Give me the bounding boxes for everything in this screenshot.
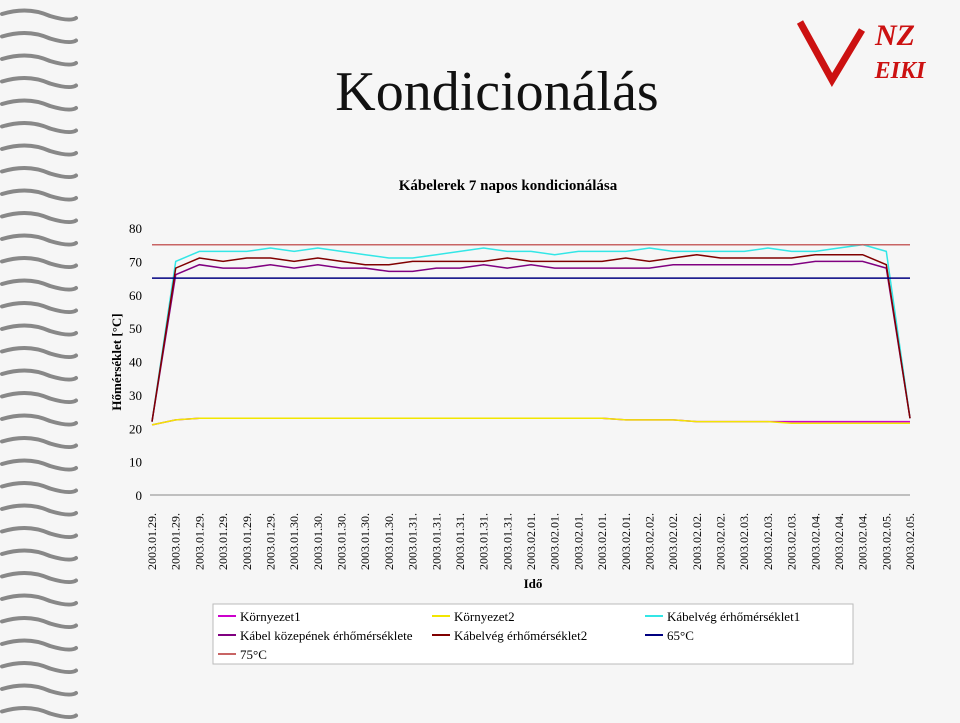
binding-ring	[0, 121, 78, 135]
x-tick-label: 2003.02.01.	[524, 513, 538, 570]
binding-ring	[0, 143, 78, 157]
x-tick-label: 2003.02.05.	[903, 513, 917, 570]
y-tick-label: 20	[129, 421, 142, 436]
x-tick-label: 2003.02.02.	[690, 513, 704, 570]
binding-ring	[0, 188, 78, 202]
y-tick-label: 30	[129, 388, 142, 403]
x-tick-label: 2003.02.01.	[548, 513, 562, 570]
chart-title: Kábelerek 7 napos kondicionálása	[399, 178, 618, 194]
binding-ring	[0, 391, 78, 405]
binding-ring	[0, 458, 78, 472]
x-tick-label: 2003.02.02.	[666, 513, 680, 570]
series-line	[151, 243, 911, 422]
binding-ring	[0, 616, 78, 630]
x-tick-label: 2003.01.31.	[406, 513, 420, 570]
x-tick-label: 2003.02.03.	[737, 513, 751, 570]
logo-bottom: EIKI	[874, 58, 927, 84]
x-tick-label: 2003.01.31.	[453, 513, 467, 570]
series-line	[151, 417, 910, 426]
x-tick-label: 2003.01.30.	[382, 513, 396, 570]
x-tick-label: 2003.01.30.	[358, 513, 372, 570]
binding-ring	[0, 8, 78, 22]
binding-ring	[0, 346, 78, 360]
binding-ring	[0, 548, 78, 562]
x-tick-label: 2003.02.04.	[832, 513, 846, 570]
legend-label: Környezet2	[454, 609, 515, 624]
x-tick-label: 2003.02.04.	[808, 513, 822, 570]
x-tick-label: 2003.02.01.	[619, 513, 633, 570]
legend-label: Kábelvég érhőmérséklet1	[667, 609, 800, 624]
legend-label: Kábelvég érhőmérséklet2	[454, 628, 587, 643]
x-tick-label: 2003.01.31.	[477, 513, 491, 570]
legend-label: 75°C	[240, 647, 267, 662]
x-axis-label: Idő	[524, 576, 543, 591]
binding-ring	[0, 413, 78, 427]
logo-v	[796, 20, 866, 88]
binding-ring	[0, 278, 78, 292]
x-tick-label: 2003.02.05.	[879, 513, 893, 570]
x-tick-label: 2003.01.31.	[500, 513, 514, 570]
y-tick-label: 40	[129, 355, 142, 370]
binding-ring	[0, 53, 78, 67]
x-tick-label: 2003.01.29.	[145, 513, 159, 570]
x-tick-label: 2003.01.29.	[240, 513, 254, 570]
y-tick-label: 10	[129, 455, 142, 470]
x-tick-label: 2003.01.30.	[287, 513, 301, 570]
slide-title: Kondicionálás	[335, 61, 658, 123]
binding-ring	[0, 526, 78, 540]
legend-label: Környezet1	[240, 609, 301, 624]
logo-top: NZ	[874, 19, 915, 52]
series-line	[151, 260, 911, 422]
x-tick-label: 2003.01.30.	[311, 513, 325, 570]
binding-ring	[0, 706, 78, 720]
binding-ring	[0, 683, 78, 697]
x-tick-label: 2003.02.01.	[595, 513, 609, 570]
binding-ring	[0, 301, 78, 315]
binding-ring	[0, 98, 78, 112]
legend-label: Kábel közepének érhőmérséklete	[240, 628, 413, 643]
x-tick-label: 2003.02.02.	[642, 513, 656, 570]
binding-ring	[0, 436, 78, 450]
binding-ring	[0, 256, 78, 270]
y-axis-label: Hőmérséklet [°C]	[109, 313, 124, 410]
y-tick-label: 0	[136, 488, 143, 503]
x-tick-label: 2003.02.03.	[761, 513, 775, 570]
x-tick-label: 2003.02.02.	[714, 513, 728, 570]
binding	[0, 8, 78, 720]
x-tick-label: 2003.01.29.	[263, 513, 277, 570]
x-tick-label: 2003.01.29.	[216, 513, 230, 570]
binding-ring	[0, 481, 78, 495]
binding-ring	[0, 368, 78, 382]
binding-ring	[0, 661, 78, 675]
binding-ring	[0, 211, 78, 225]
legend-label: 65°C	[667, 628, 694, 643]
x-tick-label: 2003.01.31.	[429, 513, 443, 570]
x-tick-label: 2003.01.29.	[169, 513, 183, 570]
binding-ring	[0, 233, 78, 247]
binding-ring	[0, 323, 78, 337]
binding-ring	[0, 166, 78, 180]
binding-ring	[0, 571, 78, 585]
binding-ring	[0, 593, 78, 607]
x-tick-label: 2003.02.03.	[785, 513, 799, 570]
x-tick-label: 2003.02.04.	[856, 513, 870, 570]
binding-ring	[0, 76, 78, 90]
binding-ring	[0, 31, 78, 45]
series-line	[151, 253, 911, 422]
binding-ring	[0, 503, 78, 517]
y-tick-label: 50	[129, 321, 142, 336]
binding-ring	[0, 638, 78, 652]
y-tick-label: 60	[129, 288, 142, 303]
x-tick-label: 2003.01.30.	[335, 513, 349, 570]
logo: NZ EIKI	[796, 19, 927, 88]
x-tick-label: 2003.01.29.	[192, 513, 206, 570]
x-tick-label: 2003.02.01.	[571, 513, 585, 570]
y-tick-label: 80	[129, 221, 142, 236]
legend-box	[212, 603, 854, 665]
y-tick-label: 70	[129, 254, 142, 269]
